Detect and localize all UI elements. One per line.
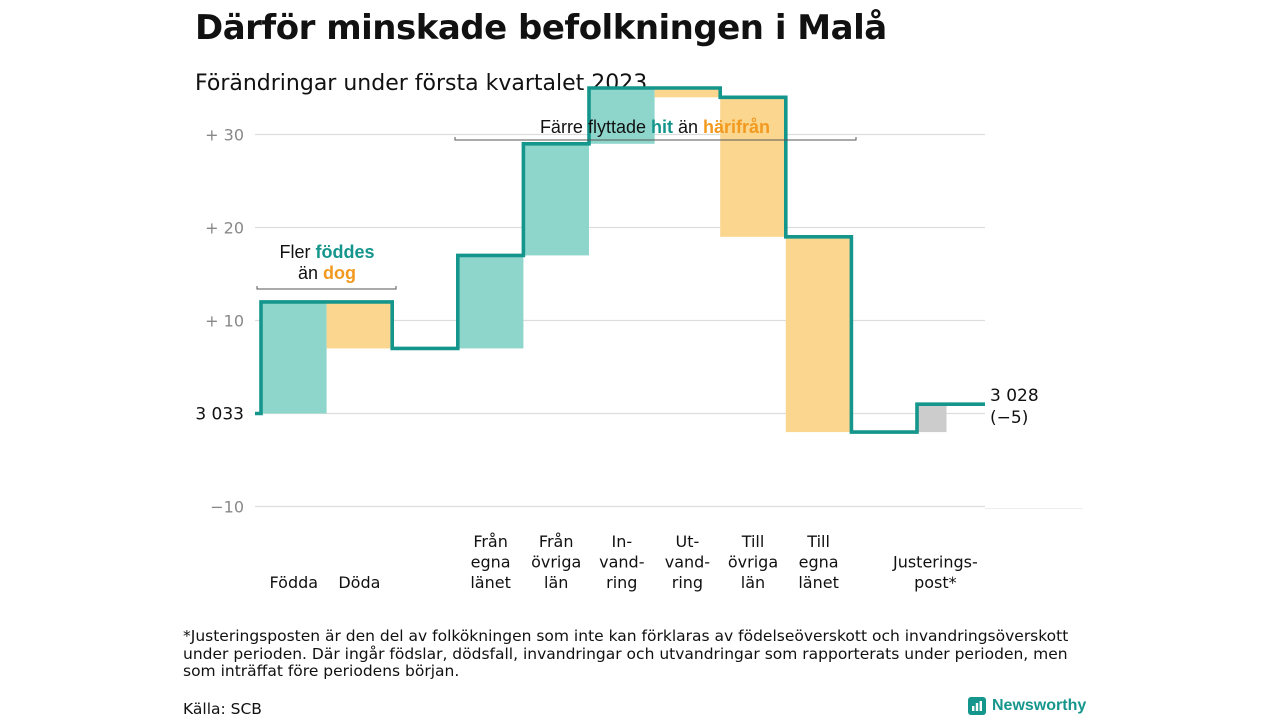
x-category-label: län <box>544 573 568 592</box>
footnote: *Justeringsposten är den del av folkökni… <box>183 627 1069 680</box>
waterfall-bar <box>785 236 852 433</box>
source-label: Källa: SCB <box>183 700 262 718</box>
x-category-label: län <box>741 573 765 592</box>
waterfall-bar <box>654 88 721 98</box>
x-category-label: Justerings- <box>892 553 978 572</box>
end-value-label: 3 028 <box>990 386 1039 406</box>
waterfall-bar <box>261 301 327 414</box>
brand-logo: Newsworthy <box>968 697 1086 715</box>
migration-annotation: Färre flyttade hit än härifrån <box>540 117 770 137</box>
waterfall-bar <box>589 88 655 144</box>
y-tick-label: + 30 <box>205 126 244 145</box>
x-category-label: Från <box>473 532 508 551</box>
x-category-label: egna <box>471 553 511 572</box>
x-category-label: ring <box>672 573 703 592</box>
x-category-label: egna <box>799 553 839 572</box>
chart-title: Därför minskade befolkningen i Malå <box>195 8 887 48</box>
y-tick-label: + 10 <box>205 312 244 331</box>
x-category-label: Från <box>539 532 574 551</box>
waterfall-bar <box>326 301 393 349</box>
start-value-label: 3 033 <box>195 405 244 425</box>
x-category-label: Till <box>806 532 830 551</box>
waterfall-bar <box>457 255 524 349</box>
y-tick-label: −10 <box>210 498 244 517</box>
x-category-label: Ut- <box>676 532 700 551</box>
end-change-label: (−5) <box>990 408 1028 428</box>
chart-subtitle: Förändringar under första kvartalet 2023 <box>195 71 648 96</box>
x-category-label: vand- <box>599 553 644 572</box>
waterfall-bar <box>720 97 786 237</box>
brand-name: Newsworthy <box>992 697 1087 714</box>
x-category-label: post* <box>914 573 957 592</box>
waterfall-line <box>255 86 985 434</box>
x-category-label: övriga <box>728 553 778 572</box>
x-category-label: Till <box>741 532 765 551</box>
births-annotation: än dog <box>298 263 356 283</box>
x-category-label: Födda <box>270 573 319 592</box>
y-tick-label: + 20 <box>205 219 244 238</box>
waterfall-bar <box>523 143 589 256</box>
births-bracket <box>256 286 397 290</box>
x-category-label: Döda <box>338 573 380 592</box>
x-category-label: In- <box>611 532 632 551</box>
x-category-label: vand- <box>665 553 710 572</box>
x-category-label: ring <box>606 573 637 592</box>
x-category-label: länet <box>470 573 511 592</box>
waterfall-bar <box>917 404 947 433</box>
births-annotation: Fler föddes <box>279 242 374 262</box>
x-category-label: länet <box>798 573 839 592</box>
migration-bracket <box>454 137 857 141</box>
newsworthy-logo-icon <box>968 697 986 715</box>
x-category-label: övriga <box>531 553 581 572</box>
